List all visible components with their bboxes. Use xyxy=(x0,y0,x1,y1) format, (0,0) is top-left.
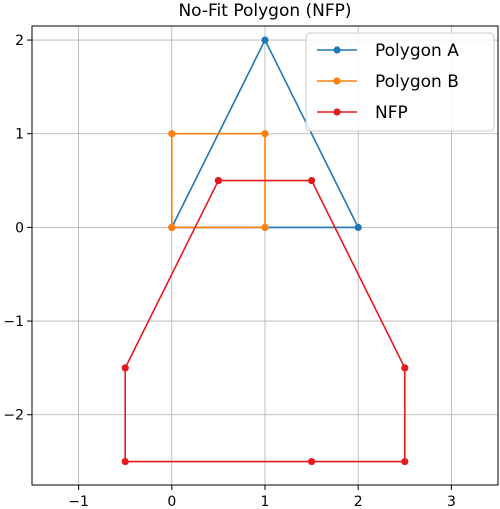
series-nfp xyxy=(121,176,409,466)
legend-marker xyxy=(333,108,341,116)
y-tick-label: 0 xyxy=(15,220,24,236)
legend-label: Polygon B xyxy=(375,72,459,92)
y-tick-label: 1 xyxy=(15,127,24,143)
legend-label: Polygon A xyxy=(375,41,459,61)
data-point xyxy=(354,223,362,231)
x-tick-label: −1 xyxy=(68,494,89,509)
data-point xyxy=(308,457,316,466)
legend-marker xyxy=(333,77,341,85)
axis-ticks: −1 0 1 2 3 −2 −1 0 1 2 xyxy=(3,33,456,509)
data-point xyxy=(121,364,129,372)
legend-entry: Polygon A xyxy=(317,41,459,61)
series-line-nfp xyxy=(124,179,406,463)
series-polygon-b xyxy=(168,130,269,231)
data-point xyxy=(168,130,176,138)
y-tick-label: −1 xyxy=(3,314,24,330)
series-layer xyxy=(121,36,409,466)
chart-title: No-Fit Polygon (NFP) xyxy=(178,1,351,21)
legend-marker xyxy=(333,46,341,54)
data-point xyxy=(261,223,269,231)
legend-entry: Polygon B xyxy=(317,72,459,92)
data-point xyxy=(401,457,409,466)
y-tick-label: 2 xyxy=(15,33,24,49)
x-tick-label: 2 xyxy=(354,494,363,509)
x-tick-label: 3 xyxy=(447,494,456,509)
legend: Polygon A Polygon B NFP xyxy=(305,32,495,132)
x-tick-label: 0 xyxy=(167,494,176,509)
y-tick-label: −2 xyxy=(3,408,24,424)
legend-label: NFP xyxy=(375,103,408,123)
x-tick-label: 1 xyxy=(261,494,270,509)
legend-entry: NFP xyxy=(317,103,408,123)
data-point xyxy=(121,457,129,466)
legend-box xyxy=(305,32,495,132)
data-point xyxy=(261,36,269,44)
data-point xyxy=(401,364,409,372)
data-point xyxy=(214,176,222,185)
data-point xyxy=(261,130,269,138)
data-point xyxy=(168,223,176,231)
data-point xyxy=(308,176,316,185)
